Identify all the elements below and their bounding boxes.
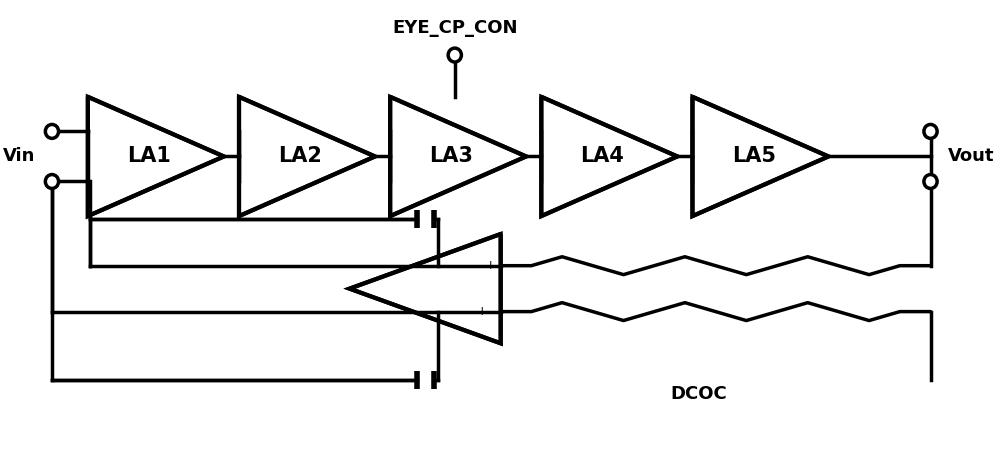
- Circle shape: [924, 175, 937, 189]
- Text: Vout: Vout: [948, 148, 994, 165]
- Circle shape: [45, 175, 59, 189]
- Text: LA1: LA1: [127, 147, 171, 166]
- Polygon shape: [541, 97, 677, 216]
- Polygon shape: [692, 97, 828, 216]
- Text: LA4: LA4: [581, 147, 624, 166]
- Text: EYE_CP_CON: EYE_CP_CON: [392, 19, 518, 37]
- Circle shape: [448, 48, 461, 62]
- Text: LA2: LA2: [278, 147, 322, 166]
- Text: DCOC: DCOC: [671, 385, 727, 403]
- Text: - +: - +: [477, 259, 496, 272]
- Polygon shape: [350, 234, 501, 343]
- Text: LA3: LA3: [429, 147, 473, 166]
- Text: Vin: Vin: [3, 148, 35, 165]
- Text: LA5: LA5: [732, 147, 776, 166]
- Text: + -: + -: [477, 305, 496, 318]
- Polygon shape: [88, 97, 224, 216]
- Circle shape: [45, 124, 59, 138]
- Polygon shape: [390, 97, 526, 216]
- Polygon shape: [239, 97, 375, 216]
- Circle shape: [924, 124, 937, 138]
